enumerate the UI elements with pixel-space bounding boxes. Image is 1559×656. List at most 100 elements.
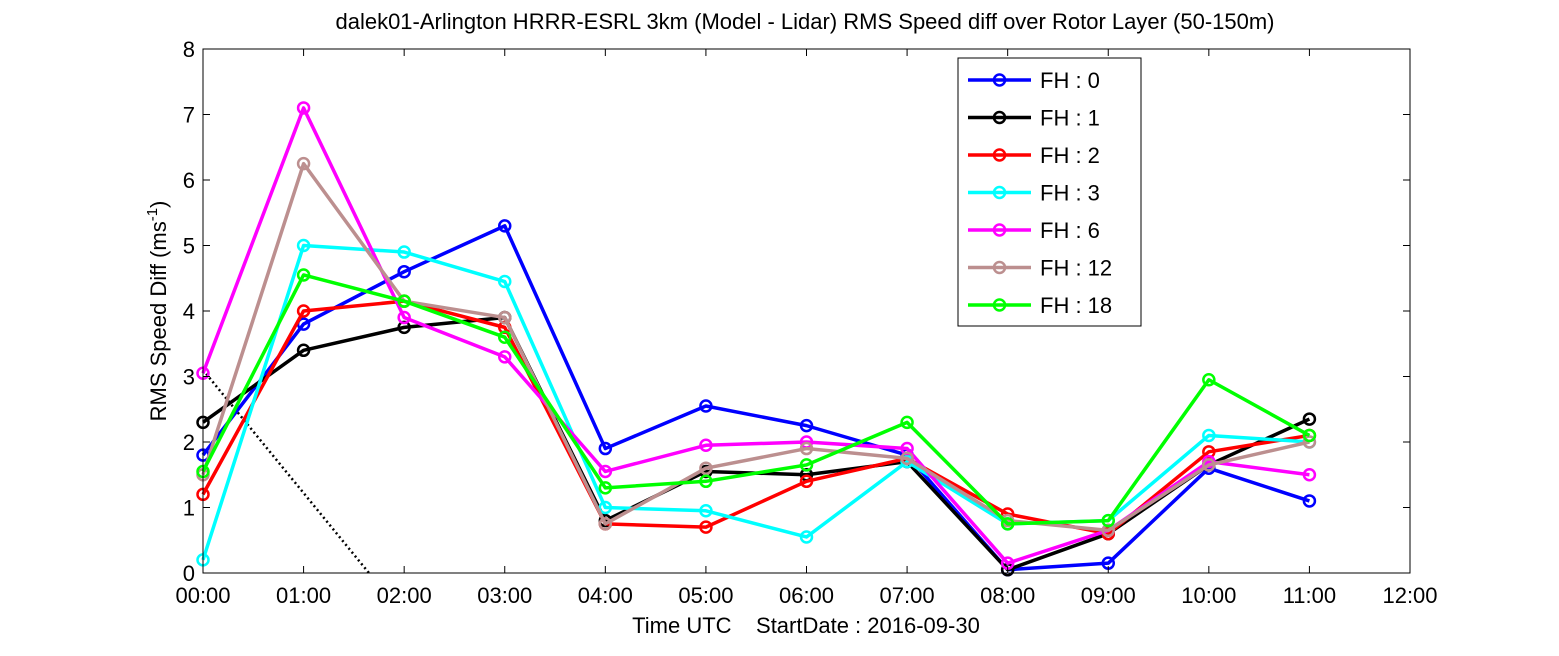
data-point	[1202, 458, 1216, 472]
data-point	[296, 268, 311, 282]
legend-label: FH : 12	[1040, 256, 1112, 281]
data-point	[799, 418, 814, 433]
legend-swatch-marker	[992, 73, 1007, 87]
y-axis-label-close: )	[146, 201, 171, 208]
legend-item: FH : 3	[968, 181, 1100, 206]
series-1	[196, 219, 1317, 577]
data-point	[1302, 468, 1317, 482]
data-point	[1302, 435, 1317, 449]
x-tick-label: 04:00	[578, 583, 633, 608]
x-axis: 00:00 01:00 02:00 03:00 04:00 05:00 06:00 07:00…	[175, 49, 1438, 608]
x-axis-label: Time UTC StartDate : 2016-09-30	[632, 613, 980, 638]
y-tick-label: 8	[183, 37, 195, 62]
data-point	[799, 458, 814, 472]
data-point	[397, 310, 411, 325]
data-point	[598, 500, 613, 515]
x-tick-label: 09:00	[1081, 583, 1136, 608]
reference-line-layer	[202, 369, 370, 574]
data-point	[1302, 428, 1317, 443]
data-point	[1302, 494, 1317, 508]
series-line	[201, 224, 1310, 572]
series-layer	[196, 101, 1317, 577]
data-point	[397, 264, 411, 279]
legend-label: FH : 2	[1040, 143, 1100, 168]
legend-item: FH : 6	[968, 218, 1100, 243]
y-axis-label-superscript: -1	[144, 208, 161, 221]
reference-dotted-line	[202, 369, 370, 574]
y-tick-label: 1	[183, 496, 195, 521]
x-tick-label: 12:00	[1382, 583, 1437, 608]
y-tick-label: 2	[183, 430, 195, 455]
y-tick-label: 3	[183, 365, 195, 390]
y-axis-label-main: RMS Speed Diff (ms	[146, 221, 171, 421]
data-point	[1202, 373, 1216, 387]
y-axis: 0 1 2 3 4 5 6 7 8	[183, 37, 1410, 586]
x-tick-label: 02:00	[377, 583, 432, 608]
data-point	[699, 504, 713, 518]
data-point	[1202, 428, 1216, 443]
x-tick-label: 08:00	[980, 583, 1035, 608]
x-tick-label: 06:00	[779, 583, 834, 608]
series-line	[201, 161, 1310, 533]
legend-item: FH : 12	[968, 256, 1112, 281]
data-point	[296, 238, 311, 253]
legend-label: FH : 6	[1040, 218, 1100, 243]
legend-item: FH : 1	[968, 106, 1100, 131]
data-point	[296, 156, 311, 171]
y-tick-label: 5	[183, 234, 195, 259]
y-tick-label: 7	[183, 103, 195, 128]
legend-label: FH : 18	[1040, 293, 1112, 318]
legend-swatch-marker	[992, 185, 1007, 200]
data-point	[598, 481, 613, 495]
x-tick-label: 05:00	[678, 583, 733, 608]
data-point	[699, 520, 713, 534]
data-point	[799, 441, 814, 456]
data-point	[900, 451, 914, 466]
data-point	[397, 245, 411, 259]
data-point	[699, 474, 713, 489]
plot-area-frame	[202, 48, 1411, 574]
data-point	[598, 517, 613, 531]
data-point	[1101, 513, 1115, 528]
data-point	[699, 399, 713, 413]
data-point	[699, 461, 713, 475]
legend-swatch-marker	[992, 223, 1007, 237]
y-axis-label: RMS Speed Diff (ms-1)	[144, 201, 171, 422]
x-tick-label: 03:00	[477, 583, 532, 608]
data-point	[799, 530, 814, 544]
legend-label: FH : 3	[1040, 181, 1100, 206]
data-point	[498, 219, 512, 233]
series-line	[201, 273, 1311, 526]
legend-label: FH : 1	[1040, 106, 1100, 131]
series-6	[196, 156, 1317, 538]
legend-swatch-marker	[992, 260, 1007, 275]
y-tick-label: 0	[183, 561, 195, 586]
data-point	[598, 441, 613, 456]
series-line	[201, 243, 1310, 561]
data-point	[498, 350, 512, 364]
legend-swatch-marker	[992, 148, 1007, 162]
data-point	[900, 415, 914, 430]
legend-item: FH : 0	[968, 68, 1100, 93]
data-point	[498, 310, 512, 325]
data-point	[296, 101, 311, 115]
data-point	[296, 343, 311, 358]
x-tick-label: 01:00	[276, 583, 331, 608]
data-point	[296, 304, 311, 318]
series-4	[196, 238, 1317, 567]
data-point	[498, 274, 512, 289]
data-point	[397, 294, 411, 308]
series-7	[196, 268, 1317, 531]
x-tick-label: 11:00	[1283, 583, 1336, 608]
chart-title: dalek01-Arlington HRRR-ESRL 3km (Model -…	[335, 9, 1274, 34]
data-point	[1000, 517, 1015, 531]
x-tick-label: 07:00	[880, 583, 935, 608]
x-tick-label: 10:00	[1181, 583, 1236, 608]
y-tick-label: 4	[183, 299, 195, 324]
x-tick-label: 00:00	[175, 583, 230, 608]
legend-item: FH : 2	[968, 143, 1100, 168]
y-tick-label: 6	[183, 168, 195, 193]
data-point	[1302, 412, 1317, 426]
